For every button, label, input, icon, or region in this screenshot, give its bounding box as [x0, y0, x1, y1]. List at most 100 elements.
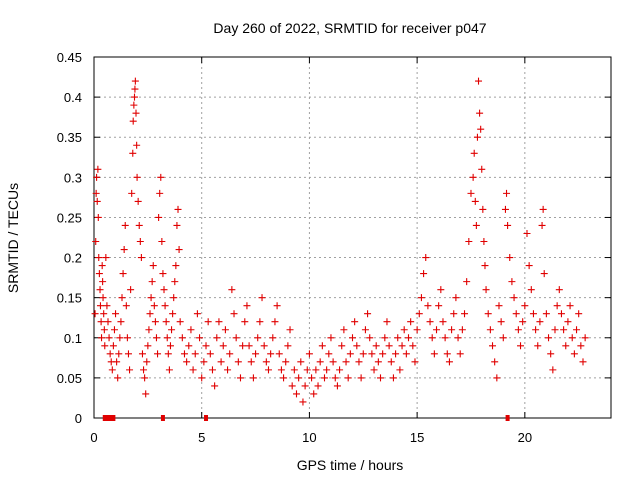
data-point	[450, 310, 458, 318]
data-point	[252, 350, 260, 358]
data-point	[443, 350, 451, 358]
gap-marker	[107, 415, 112, 421]
data-point	[99, 278, 107, 286]
data-point	[129, 117, 137, 125]
data-point	[493, 374, 501, 382]
data-point	[499, 334, 507, 342]
data-point	[115, 350, 123, 358]
data-point	[422, 254, 430, 262]
data-point	[346, 350, 354, 358]
data-point	[93, 173, 101, 181]
data-point	[221, 326, 229, 334]
data-point	[570, 350, 578, 358]
data-point	[121, 221, 129, 229]
data-point	[122, 302, 130, 310]
x-axis-label: GPS time / hours	[297, 457, 404, 473]
data-point	[208, 366, 216, 374]
data-point	[211, 382, 219, 390]
data-point	[478, 165, 486, 173]
data-point	[166, 342, 174, 350]
y-tick-label: 0.15	[57, 291, 82, 306]
data-point	[477, 125, 485, 133]
data-point	[331, 374, 339, 382]
data-point	[239, 342, 247, 350]
data-point	[370, 366, 378, 374]
data-point	[394, 334, 402, 342]
data-point	[217, 358, 225, 366]
data-point	[407, 318, 415, 326]
data-point	[353, 342, 361, 350]
gap-marker	[109, 415, 114, 421]
data-point	[170, 294, 178, 302]
data-point	[262, 358, 270, 366]
data-point	[236, 374, 244, 382]
data-point	[234, 358, 242, 366]
data-point	[411, 358, 419, 366]
data-point	[245, 342, 253, 350]
data-point	[514, 326, 522, 334]
data-point	[143, 358, 151, 366]
data-point	[137, 254, 145, 262]
data-point	[355, 358, 363, 366]
data-point	[368, 350, 376, 358]
data-point	[94, 165, 102, 173]
data-point	[96, 302, 104, 310]
data-point	[481, 262, 489, 270]
data-point	[292, 390, 300, 398]
data-point	[141, 374, 149, 382]
data-point	[314, 382, 322, 390]
data-point	[189, 366, 197, 374]
data-point	[564, 318, 572, 326]
data-point	[155, 213, 163, 221]
data-point	[275, 350, 283, 358]
data-point	[333, 382, 341, 390]
data-point	[163, 334, 171, 342]
data-point	[557, 310, 565, 318]
data-point	[193, 310, 201, 318]
data-point	[290, 366, 298, 374]
data-point	[118, 294, 126, 302]
data-point	[185, 342, 193, 350]
data-point	[288, 382, 296, 390]
data-point	[162, 318, 170, 326]
data-point	[426, 318, 434, 326]
data-point	[555, 286, 563, 294]
data-point	[260, 342, 268, 350]
data-points	[91, 77, 589, 406]
data-point	[168, 326, 176, 334]
data-point	[486, 326, 494, 334]
data-point	[521, 302, 529, 310]
data-point	[269, 334, 277, 342]
data-point	[142, 390, 150, 398]
data-point	[562, 342, 570, 350]
data-point	[280, 374, 288, 382]
data-point	[198, 374, 206, 382]
data-point	[131, 77, 139, 85]
data-point	[180, 350, 188, 358]
data-point	[241, 318, 249, 326]
data-point	[138, 350, 146, 358]
data-point	[172, 262, 180, 270]
data-point	[504, 221, 512, 229]
data-point	[415, 310, 423, 318]
data-point	[372, 342, 380, 350]
data-point	[215, 318, 223, 326]
data-point	[92, 189, 100, 197]
data-point	[123, 334, 131, 342]
data-point	[127, 286, 135, 294]
data-point	[359, 350, 367, 358]
data-point	[92, 238, 100, 246]
data-point	[228, 286, 236, 294]
data-point	[133, 141, 141, 149]
data-point	[318, 342, 326, 350]
data-point	[501, 205, 509, 213]
data-point	[342, 358, 350, 366]
data-point	[305, 350, 313, 358]
data-point	[284, 342, 292, 350]
data-point	[577, 342, 585, 350]
data-point	[461, 310, 469, 318]
data-point	[448, 326, 456, 334]
data-point	[119, 270, 127, 278]
data-point	[196, 334, 204, 342]
data-point	[152, 334, 160, 342]
